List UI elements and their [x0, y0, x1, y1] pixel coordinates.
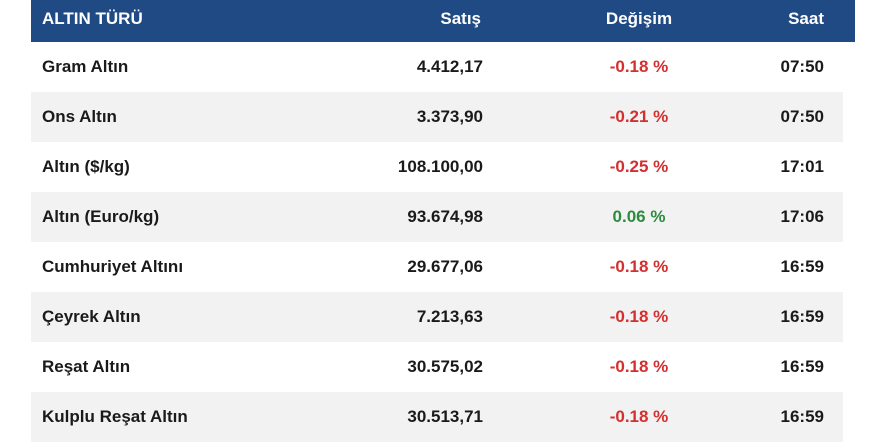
row-price: 3.373,90: [416, 107, 483, 126]
row-name: Ons Altın: [42, 107, 117, 126]
row-name: Kulplu Reşat Altın: [42, 407, 188, 426]
table-row[interactable]: Ons Altın 3.373,90 -0.21 % 07:50: [31, 92, 843, 142]
row-time: 16:59: [780, 357, 824, 376]
row-change: -0.25 %: [609, 157, 669, 176]
table-row[interactable]: Reşat Altın 30.575,02 -0.18 % 16:59: [31, 342, 843, 392]
header-time[interactable]: Saat: [788, 9, 824, 28]
row-name: Gram Altın: [42, 57, 129, 76]
row-name: Altın (Euro/kg): [42, 207, 160, 226]
row-change: -0.18 %: [609, 257, 669, 276]
row-price: 108.100,00: [397, 157, 483, 176]
row-price: 30.513,71: [407, 407, 483, 426]
row-name: Altın ($/kg): [42, 157, 130, 176]
row-time: 16:59: [780, 407, 824, 426]
table-row[interactable]: Altın (Euro/kg) 93.674,98 0.06 % 17:06: [31, 192, 843, 242]
row-time: 16:59: [780, 257, 824, 276]
row-name: Cumhuriyet Altını: [42, 257, 184, 276]
row-time: 07:50: [780, 107, 824, 126]
gold-prices-table: ALTIN TÜRÜ Satış Değişim Saat Gram Altın…: [31, 0, 855, 445]
row-price: 30.575,02: [407, 357, 483, 376]
table-row[interactable]: Altın ($/kg) 108.100,00 -0.25 % 17:01: [31, 142, 843, 192]
row-change: -0.21 %: [609, 107, 669, 126]
row-price: 29.677,06: [407, 257, 483, 276]
table-row[interactable]: Çeyrek Altın 7.213,63 -0.18 % 16:59: [31, 292, 843, 342]
row-price: 7.213,63: [416, 307, 483, 326]
table-header: ALTIN TÜRÜ Satış Değişim Saat: [31, 0, 855, 42]
row-change: -0.18 %: [609, 307, 669, 326]
row-name: Reşat Altın: [42, 357, 131, 376]
header-type[interactable]: ALTIN TÜRÜ: [42, 9, 143, 28]
header-change[interactable]: Değişim: [605, 9, 673, 28]
table-row[interactable]: Kulplu Reşat Altın 30.513,71 -0.18 % 16:59: [31, 392, 843, 442]
row-name: Çeyrek Altın: [42, 307, 141, 326]
header-price[interactable]: Satış: [440, 9, 481, 28]
row-change: -0.18 %: [609, 57, 669, 76]
row-price: 93.674,98: [407, 207, 483, 226]
row-change: -0.18 %: [609, 407, 669, 426]
row-time: 17:01: [780, 157, 824, 176]
row-change: -0.18 %: [609, 357, 669, 376]
row-price: 4.412,17: [416, 57, 483, 76]
row-time: 17:06: [780, 207, 824, 226]
table-row[interactable]: Gram Altın 4.412,17 -0.18 % 07:50: [31, 42, 843, 92]
row-change: 0.06 %: [612, 207, 666, 226]
row-time: 16:59: [780, 307, 824, 326]
row-time: 07:50: [780, 57, 824, 76]
table-row[interactable]: Cumhuriyet Altını 29.677,06 -0.18 % 16:59: [31, 242, 843, 292]
